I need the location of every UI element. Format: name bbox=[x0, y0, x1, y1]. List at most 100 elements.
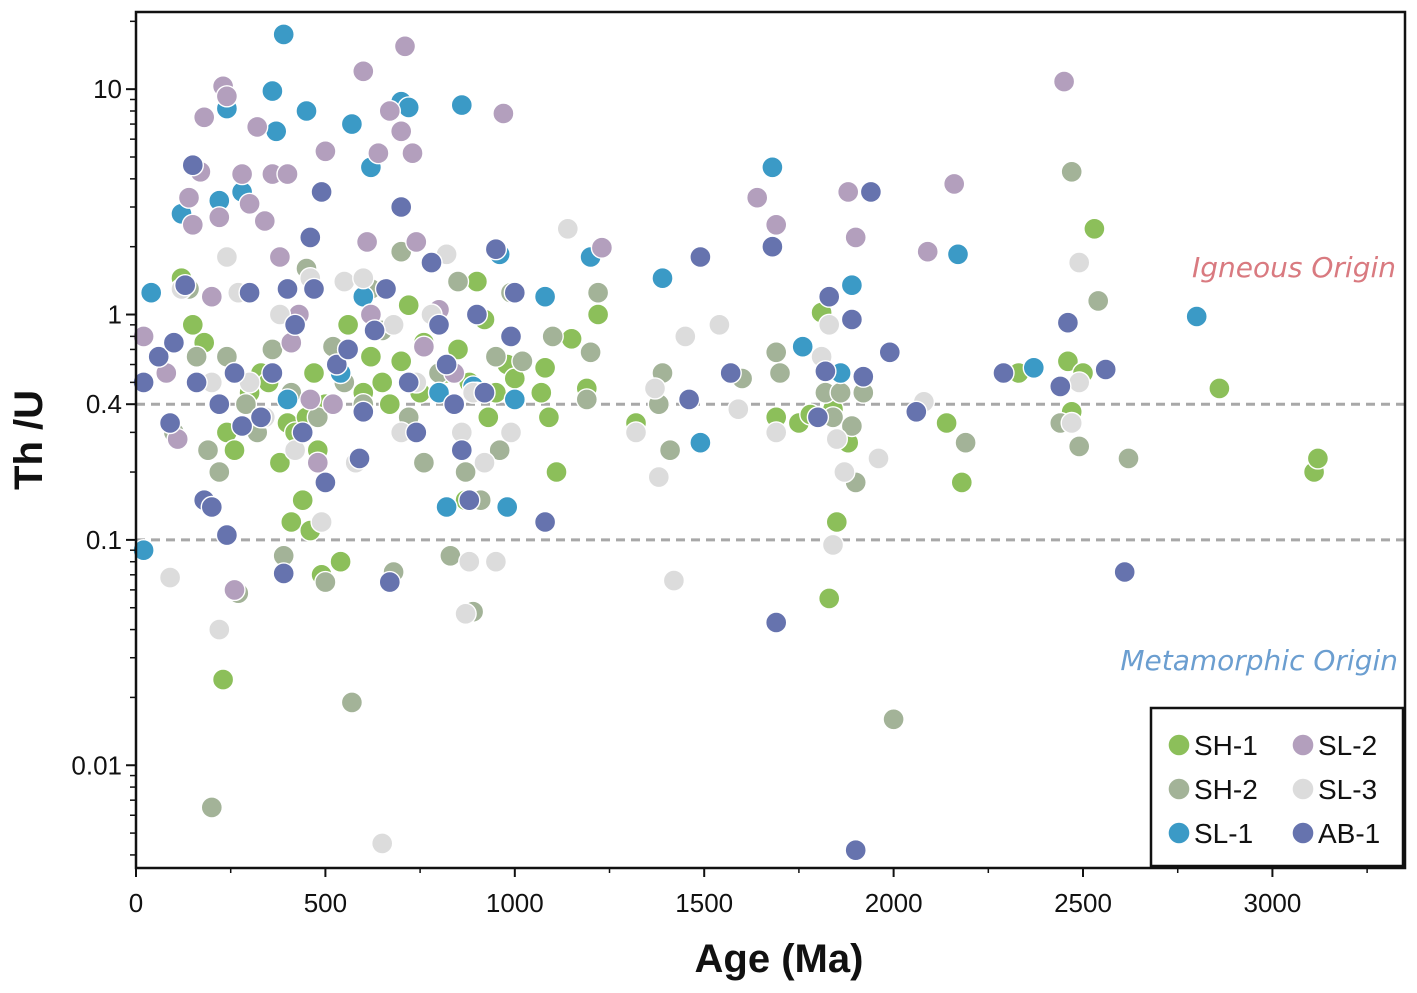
point-sl-3-0 bbox=[158, 566, 182, 589]
point-sh-2-45 bbox=[768, 361, 792, 385]
point-sl-1-7 bbox=[261, 79, 284, 103]
point-sl-3-39 bbox=[821, 533, 845, 557]
point-sl-3-38 bbox=[818, 313, 841, 336]
y-axis-ticks: 10 1 0.4 0.1 0.01 bbox=[71, 20, 136, 856]
point-ab-1-13 bbox=[238, 281, 261, 304]
data-points bbox=[132, 23, 1330, 862]
point-sl-2-23 bbox=[314, 140, 337, 163]
point-sl-2-32 bbox=[393, 35, 417, 58]
point-ab-1-29 bbox=[374, 277, 398, 301]
point-sl-2-18 bbox=[276, 162, 299, 186]
point-sh-2-36 bbox=[541, 325, 564, 348]
point-sl-2-7 bbox=[200, 285, 224, 308]
legend-marker-sl-3 bbox=[1291, 777, 1315, 801]
point-ab-1-54 bbox=[840, 308, 864, 331]
point-sh-1-33 bbox=[446, 338, 470, 361]
point-sl-2-27 bbox=[355, 230, 379, 254]
point-ab-1-22 bbox=[310, 180, 333, 204]
point-ab-1-17 bbox=[276, 277, 299, 301]
point-ab-1-60 bbox=[1049, 375, 1072, 398]
point-sh-2-25 bbox=[412, 451, 436, 474]
point-sl-3-29 bbox=[624, 421, 648, 444]
point-sl-3-33 bbox=[674, 325, 697, 348]
point-sl-1-27 bbox=[651, 267, 674, 290]
reference-lines bbox=[136, 402, 1405, 542]
point-sl-3-12 bbox=[333, 270, 356, 293]
point-ab-1-11 bbox=[223, 361, 246, 385]
point-sh-2-44 bbox=[765, 341, 788, 364]
point-sl-1-25 bbox=[533, 285, 557, 308]
point-ab-1-53 bbox=[818, 285, 841, 308]
point-sl-2-46 bbox=[916, 240, 939, 263]
point-sl-2-15 bbox=[253, 209, 276, 233]
point-ab-1-61 bbox=[1056, 311, 1080, 334]
point-sh-1-62 bbox=[1056, 350, 1080, 373]
point-sl-3-35 bbox=[727, 398, 750, 421]
annotation-metamorphic-origin: Metamorphic Origin bbox=[1120, 644, 1398, 677]
x-axis-ticks: 0 500 1000 1500 2000 2500 3000 bbox=[129, 868, 1368, 918]
point-sh-1-21 bbox=[329, 550, 352, 573]
point-ab-1-18 bbox=[283, 313, 307, 336]
point-ab-1-19 bbox=[291, 421, 314, 444]
point-sh-2-28 bbox=[446, 270, 470, 293]
point-sh-2-15 bbox=[314, 570, 337, 594]
point-ab-1-15 bbox=[261, 361, 284, 385]
point-ab-1-47 bbox=[689, 245, 712, 269]
legend: SH-1 SL-2 SH-2 SL-3 SL-1 AB-1 bbox=[1149, 706, 1405, 868]
point-ab-1-44 bbox=[503, 281, 526, 304]
point-sl-3-32 bbox=[662, 569, 686, 592]
point-sh-1-27 bbox=[390, 350, 413, 373]
point-sl-2-8 bbox=[208, 206, 231, 229]
point-ab-1-33 bbox=[405, 421, 428, 444]
point-ab-1-37 bbox=[443, 393, 466, 416]
point-ab-1-1 bbox=[147, 345, 170, 368]
point-ab-1-6 bbox=[185, 371, 208, 394]
legend-marker-sh-2 bbox=[1167, 777, 1191, 801]
point-sl-2-33 bbox=[401, 141, 424, 165]
x-tick-label-3000: 3000 bbox=[1243, 888, 1301, 918]
point-sl-3-36 bbox=[765, 421, 788, 444]
x-tick-label-500: 500 bbox=[304, 888, 347, 918]
point-sl-1-24 bbox=[503, 388, 526, 411]
point-sh-1-24 bbox=[359, 345, 383, 368]
point-sl-2-31 bbox=[390, 120, 413, 143]
point-sh-1-60 bbox=[950, 471, 973, 494]
point-sh-1-22 bbox=[336, 313, 360, 336]
point-sl-3-27 bbox=[499, 421, 523, 444]
point-ab-1-8 bbox=[200, 495, 224, 519]
legend-label-sl-2: SL-2 bbox=[1318, 730, 1377, 761]
point-sl-2-17 bbox=[268, 245, 292, 269]
point-ab-1-4 bbox=[173, 274, 197, 297]
point-ab-1-28 bbox=[363, 319, 386, 342]
point-sl-3-26 bbox=[484, 550, 508, 573]
point-sh-2-48 bbox=[829, 381, 852, 404]
point-ab-1-50 bbox=[765, 611, 788, 634]
point-sh-1-10 bbox=[268, 451, 292, 474]
point-sl-3-15 bbox=[371, 832, 394, 855]
point-sh-1-44 bbox=[537, 406, 561, 429]
y-axis-title: Th /U bbox=[7, 390, 51, 490]
point-sh-2-55 bbox=[1060, 160, 1083, 184]
point-sl-3-41 bbox=[833, 460, 856, 484]
point-sh-1-45 bbox=[545, 460, 568, 484]
point-ab-1-62 bbox=[1094, 358, 1117, 381]
point-sl-3-4 bbox=[215, 245, 239, 269]
legend-label-sh-2: SH-2 bbox=[1194, 774, 1258, 805]
point-ab-1-21 bbox=[302, 277, 326, 301]
x-tick-label-2000: 2000 bbox=[865, 888, 923, 918]
y-tick-label-1: 1 bbox=[108, 300, 122, 330]
point-sh-2-53 bbox=[954, 431, 977, 454]
point-sl-2-34 bbox=[405, 230, 428, 254]
point-sl-1-11 bbox=[295, 99, 318, 123]
point-sl-1-32 bbox=[840, 274, 864, 297]
point-sl-1-30 bbox=[791, 335, 814, 358]
point-ab-1-10 bbox=[215, 523, 239, 547]
point-sl-2-30 bbox=[378, 99, 401, 123]
point-sl-2-40 bbox=[492, 102, 515, 125]
point-ab-1-30 bbox=[378, 570, 401, 594]
point-sh-1-68 bbox=[1306, 447, 1330, 470]
point-sl-2-11 bbox=[223, 578, 246, 602]
point-ab-1-5 bbox=[181, 153, 205, 177]
point-sh-1-6 bbox=[223, 439, 246, 462]
point-sh-1-1 bbox=[181, 313, 205, 336]
